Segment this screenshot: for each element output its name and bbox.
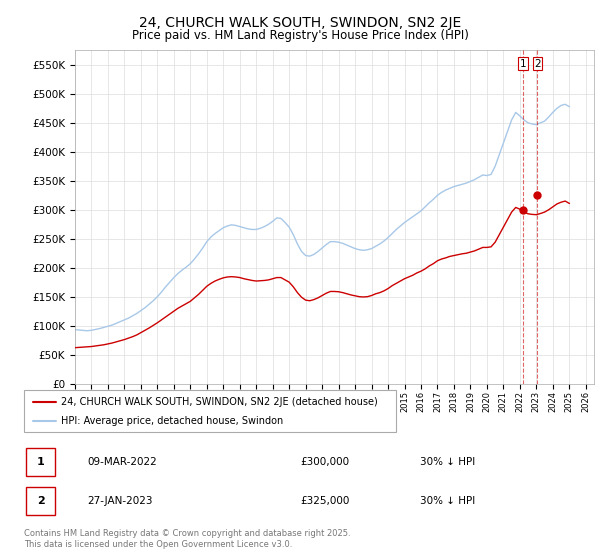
- Text: Price paid vs. HM Land Registry's House Price Index (HPI): Price paid vs. HM Land Registry's House …: [131, 29, 469, 42]
- Text: £300,000: £300,000: [300, 457, 349, 467]
- Text: 1: 1: [520, 59, 526, 69]
- Text: 2: 2: [534, 59, 541, 69]
- Text: 24, CHURCH WALK SOUTH, SWINDON, SN2 2JE (detached house): 24, CHURCH WALK SOUTH, SWINDON, SN2 2JE …: [61, 396, 378, 407]
- Text: 2: 2: [37, 496, 44, 506]
- Text: HPI: Average price, detached house, Swindon: HPI: Average price, detached house, Swin…: [61, 416, 283, 426]
- Text: 09-MAR-2022: 09-MAR-2022: [87, 457, 157, 467]
- Text: 27-JAN-2023: 27-JAN-2023: [87, 496, 152, 506]
- Text: 30% ↓ HPI: 30% ↓ HPI: [420, 496, 475, 506]
- Text: Contains HM Land Registry data © Crown copyright and database right 2025.
This d: Contains HM Land Registry data © Crown c…: [24, 529, 350, 549]
- Text: £325,000: £325,000: [300, 496, 349, 506]
- Text: 1: 1: [37, 457, 44, 467]
- Text: 30% ↓ HPI: 30% ↓ HPI: [420, 457, 475, 467]
- Text: 24, CHURCH WALK SOUTH, SWINDON, SN2 2JE: 24, CHURCH WALK SOUTH, SWINDON, SN2 2JE: [139, 16, 461, 30]
